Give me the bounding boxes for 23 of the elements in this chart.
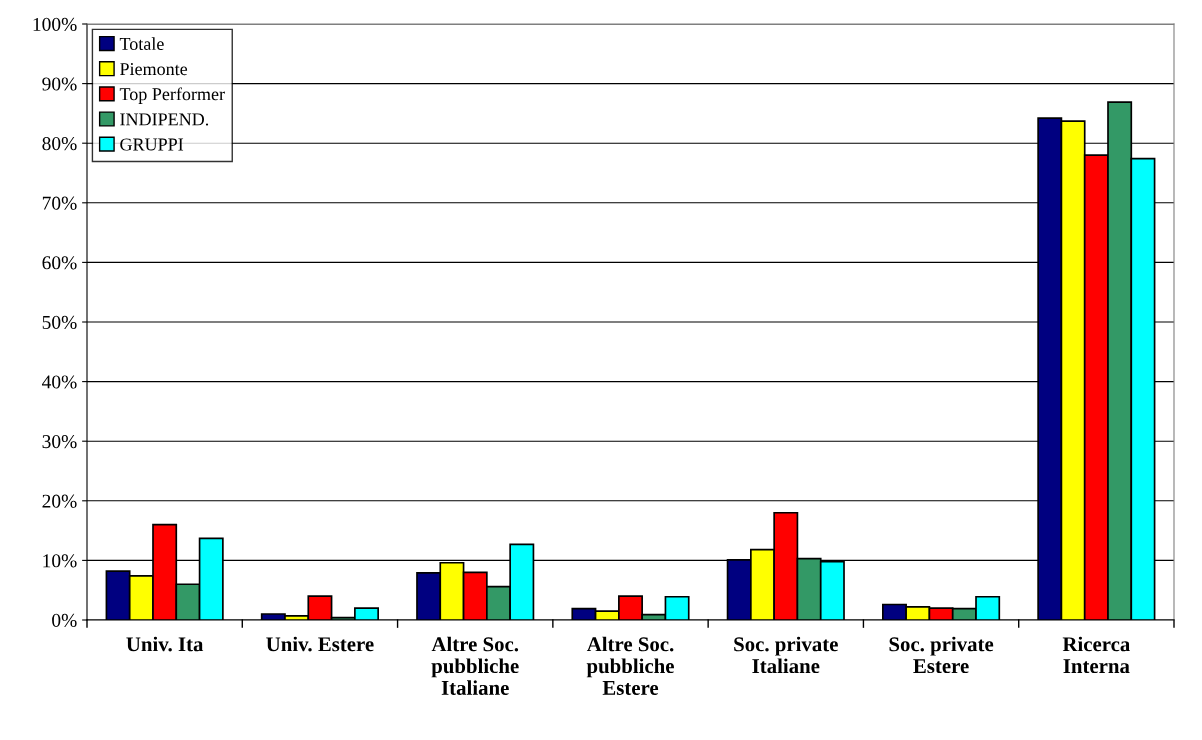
x-tick-label: Altre Soc. pubbliche Italiane — [431, 636, 519, 695]
x-tick-label: Soc. private Italiane — [734, 636, 838, 674]
y-tick-label: 20% — [42, 494, 77, 508]
x-tick-label: Soc. private Estere — [889, 636, 994, 674]
legend-label: Top Performer — [119, 87, 225, 104]
x-tick-label: Ricerca Interna — [1062, 636, 1130, 674]
x-tick-label: Univ. Estere — [266, 636, 374, 652]
x-tick-label: Altre Soc. pubbliche Estere — [586, 636, 674, 695]
y-tick-label: 30% — [42, 435, 77, 449]
legend-label: Piemonte — [120, 63, 188, 76]
y-tick-label: 80% — [42, 137, 77, 151]
y-tick-label: 100% — [33, 17, 77, 31]
y-tick-label: 50% — [42, 315, 77, 329]
legend-label: GRUPPI — [120, 138, 184, 151]
y-tick-label: 10% — [43, 554, 77, 568]
legend-label: INDIPEND. — [120, 113, 209, 126]
legend-label: Totale — [119, 37, 164, 50]
y-tick-label: 90% — [42, 77, 77, 91]
y-tick-label: 70% — [42, 196, 77, 210]
x-tick-label: Univ. Ita — [126, 636, 204, 652]
y-tick-label: 0% — [52, 613, 77, 627]
y-tick-label: 60% — [42, 256, 77, 270]
y-tick-label: 40% — [42, 375, 77, 389]
